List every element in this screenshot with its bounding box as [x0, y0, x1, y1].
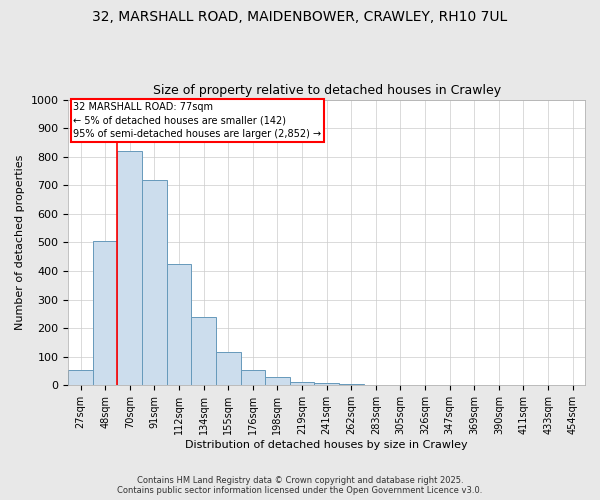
- Bar: [68, 370, 93, 386]
- Bar: [265, 378, 290, 386]
- X-axis label: Distribution of detached houses by size in Crawley: Distribution of detached houses by size …: [185, 440, 468, 450]
- Bar: [290, 382, 314, 386]
- Bar: [118, 151, 142, 386]
- Text: 32 MARSHALL ROAD: 77sqm
← 5% of detached houses are smaller (142)
95% of semi-de: 32 MARSHALL ROAD: 77sqm ← 5% of detached…: [73, 102, 322, 139]
- Bar: [314, 384, 339, 386]
- Text: Contains HM Land Registry data © Crown copyright and database right 2025.
Contai: Contains HM Land Registry data © Crown c…: [118, 476, 482, 495]
- Bar: [241, 370, 265, 386]
- Bar: [339, 384, 364, 386]
- Bar: [216, 352, 241, 386]
- Y-axis label: Number of detached properties: Number of detached properties: [15, 155, 25, 330]
- Bar: [364, 385, 388, 386]
- Title: Size of property relative to detached houses in Crawley: Size of property relative to detached ho…: [152, 84, 501, 97]
- Bar: [142, 180, 167, 386]
- Text: 32, MARSHALL ROAD, MAIDENBOWER, CRAWLEY, RH10 7UL: 32, MARSHALL ROAD, MAIDENBOWER, CRAWLEY,…: [92, 10, 508, 24]
- Bar: [191, 317, 216, 386]
- Bar: [93, 241, 118, 386]
- Bar: [167, 264, 191, 386]
